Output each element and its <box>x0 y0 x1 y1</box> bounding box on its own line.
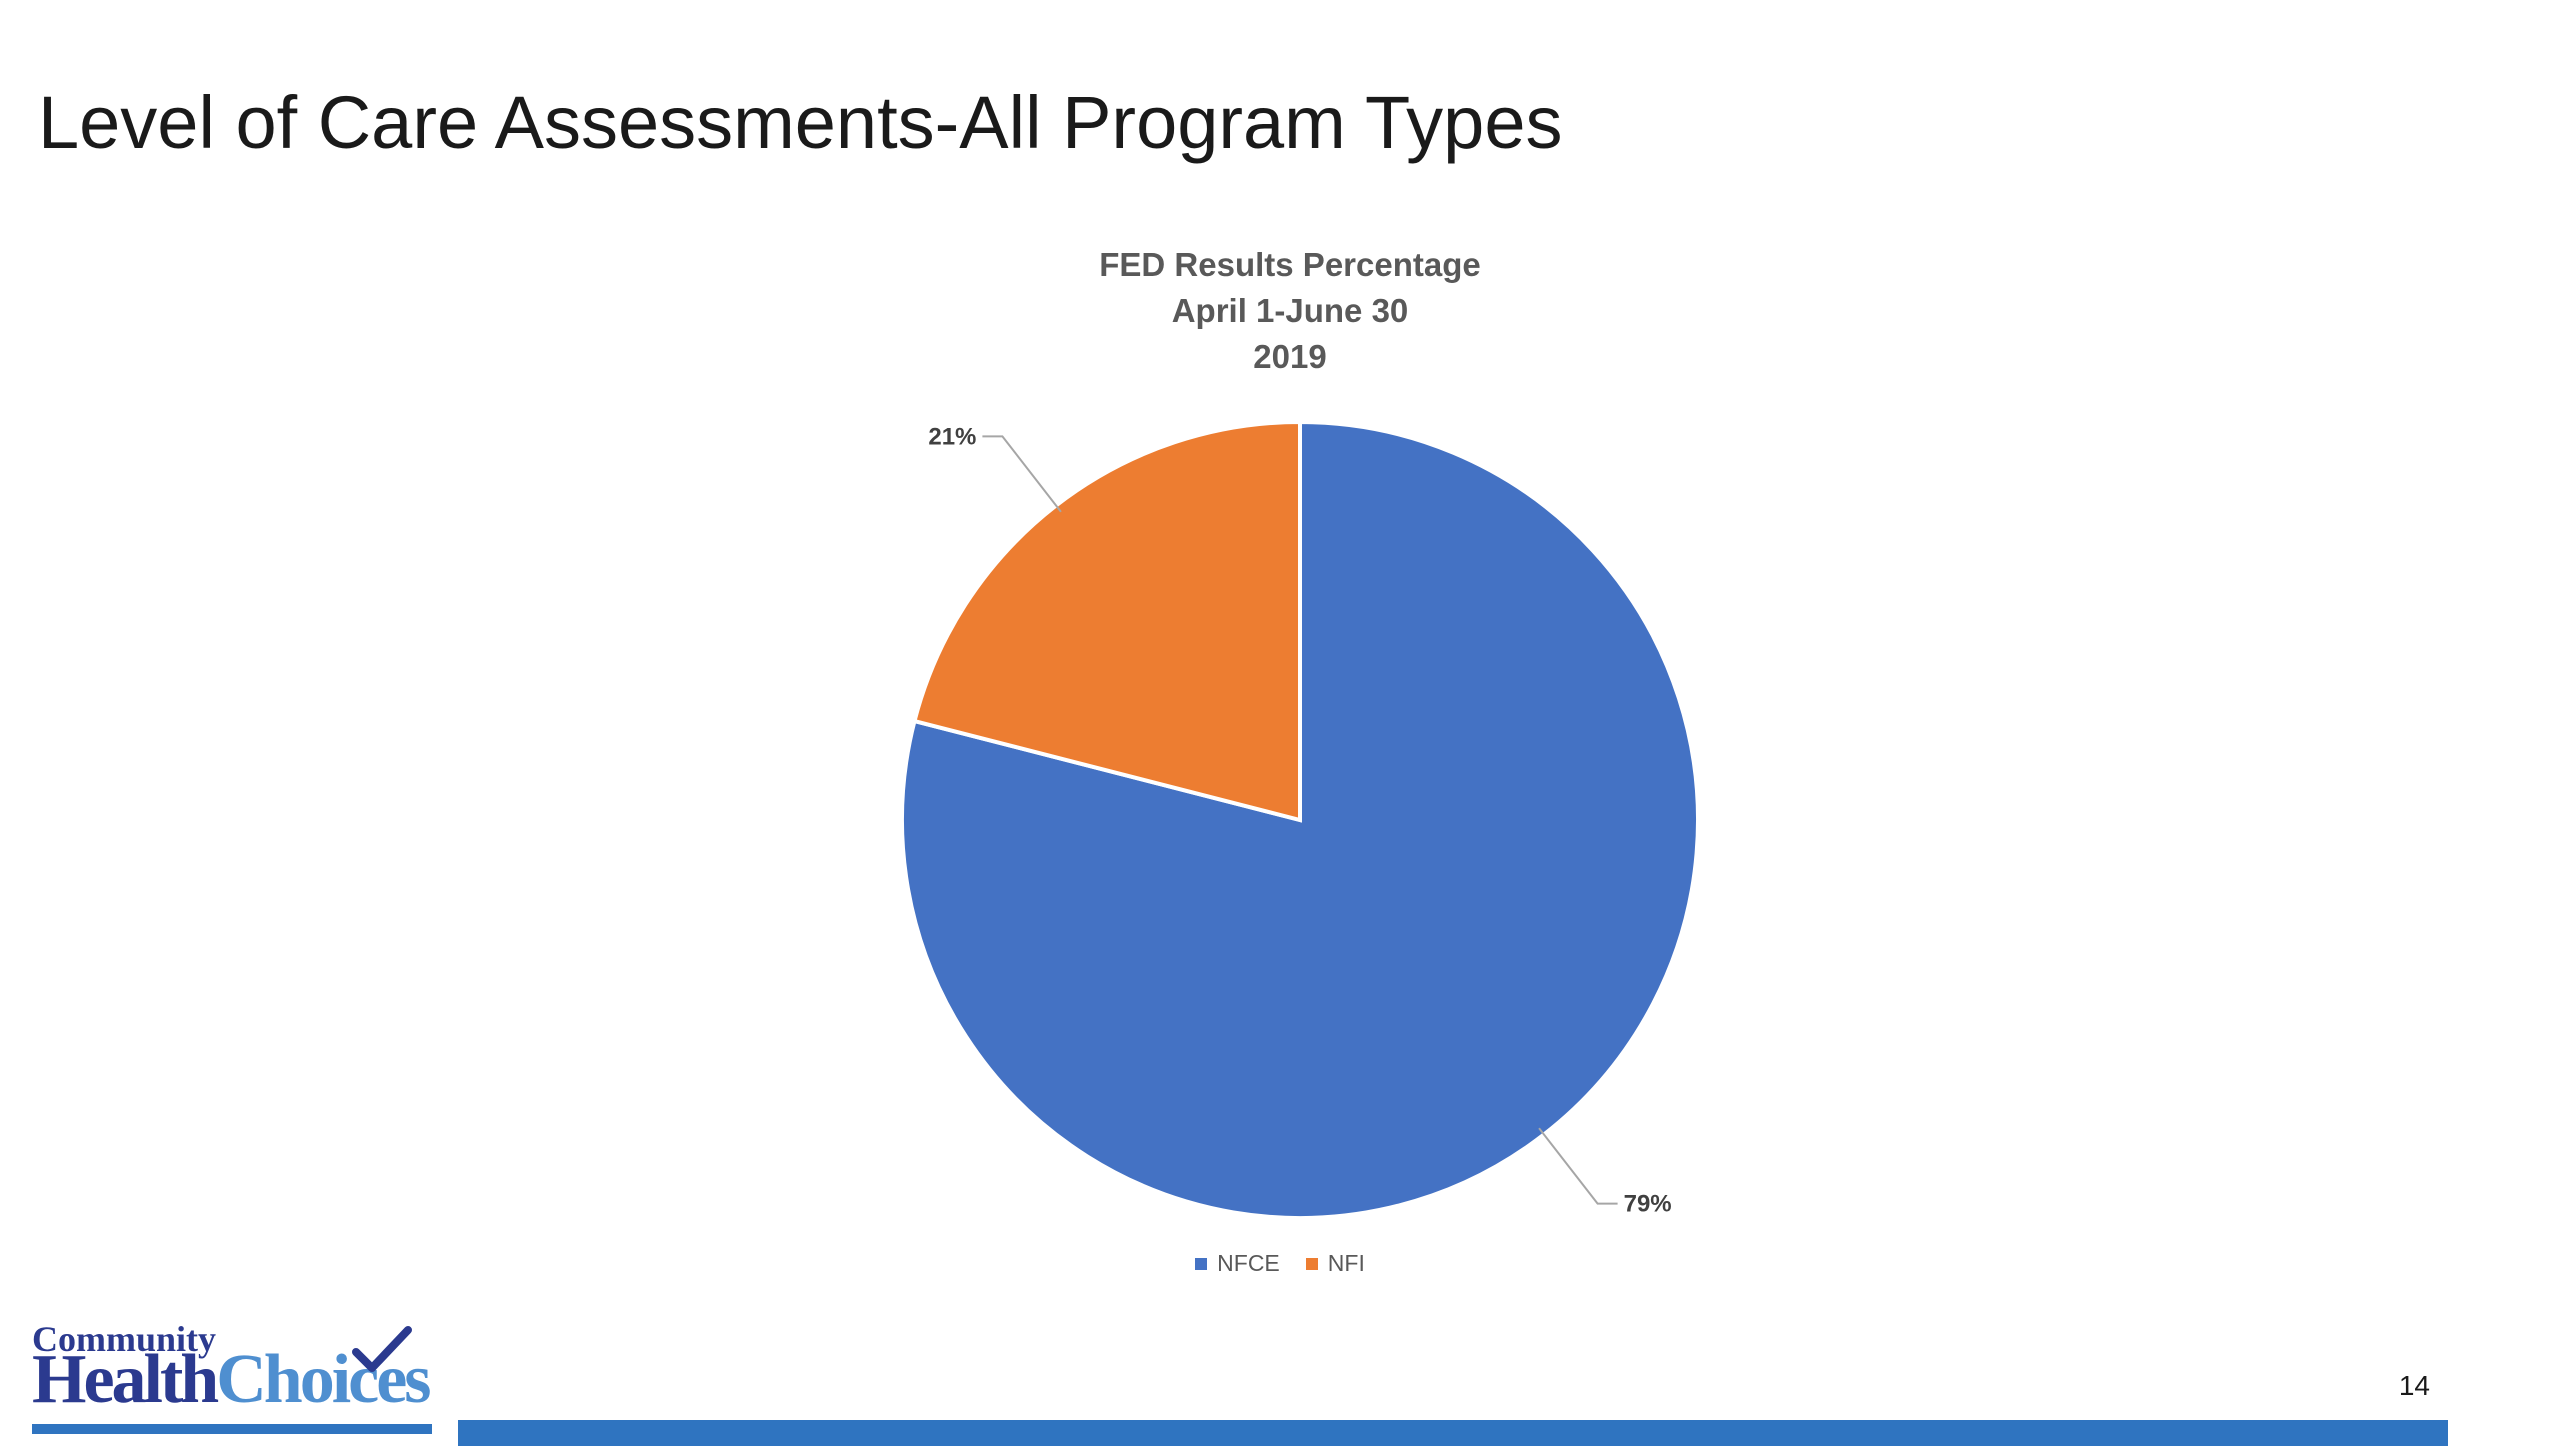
data-label-nfi: 21% <box>928 423 976 450</box>
footer-bar <box>458 1420 2448 1446</box>
logo-underline <box>32 1424 432 1434</box>
chart-title-line-1: FED Results Percentage <box>1099 246 1481 283</box>
logo-text-choices: Choices <box>216 1341 431 1418</box>
logo-text-community: Community <box>32 1319 217 1359</box>
chart-title-line-3: 2019 <box>1253 338 1327 375</box>
checkmark-icon <box>352 1326 412 1372</box>
page-number: 14 <box>2398 1370 2430 1401</box>
logo-text-health: Health <box>32 1341 219 1418</box>
legend-item-nfi: NFI <box>1305 1250 1365 1277</box>
chart-title-line-2: April 1-June 30 <box>1171 292 1409 329</box>
legend-label-nfi: NFI <box>1327 1250 1365 1276</box>
slide-title: Level of Care Assessments-All Program Ty… <box>38 81 1563 164</box>
legend-swatch-nfi <box>1305 1257 1318 1270</box>
leader-line-nfce <box>1538 1127 1618 1205</box>
chart-legend: NFCE NFI <box>0 1250 2560 1277</box>
leader-line-nfi <box>982 435 1062 513</box>
logo-text-healthchoices: HealthChoices <box>32 1340 432 1420</box>
legend-swatch-nfce <box>1195 1257 1208 1270</box>
community-healthchoices-logo: Community HealthChoices <box>32 1318 442 1440</box>
legend-label-nfce: NFCE <box>1217 1250 1280 1276</box>
chart-title: FED Results Percentage April 1-June 30 2… <box>880 242 1700 380</box>
legend-item-nfce: NFCE <box>1195 1250 1280 1277</box>
data-label-nfce: 79% <box>1624 1191 1672 1218</box>
